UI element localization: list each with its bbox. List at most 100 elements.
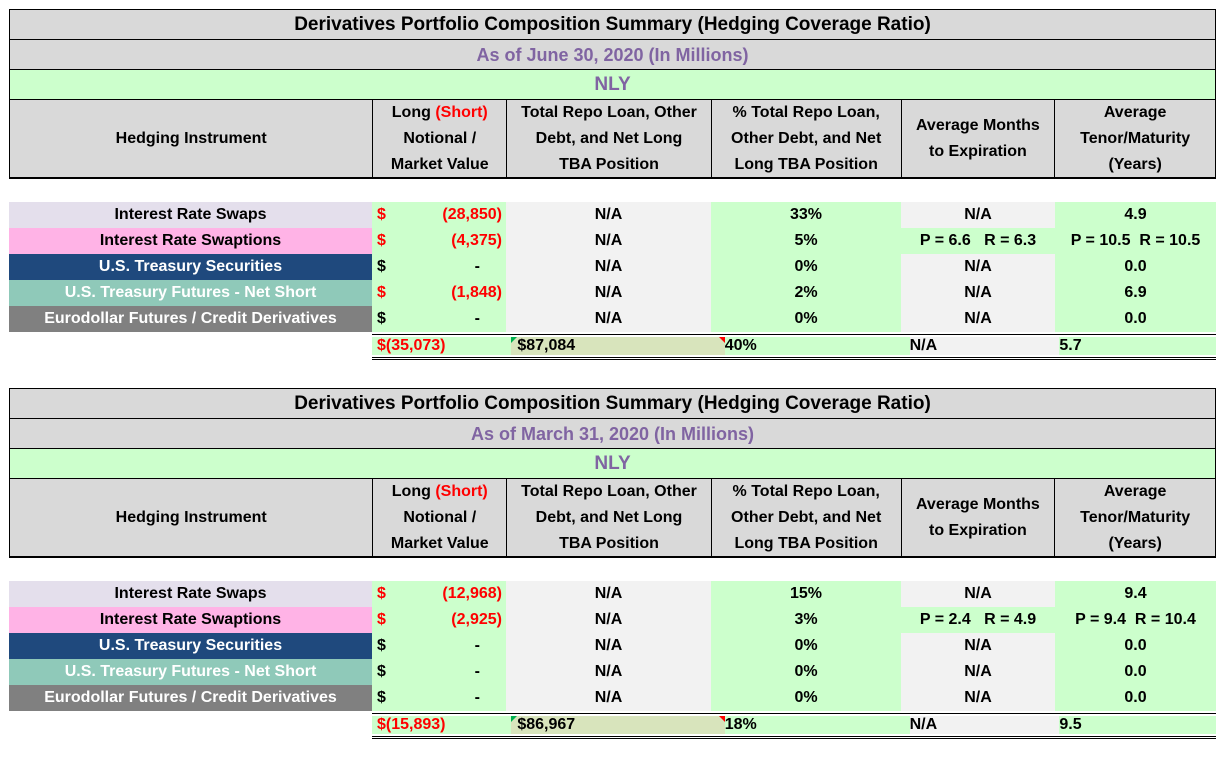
pct-cell: 15% <box>711 581 901 607</box>
total-row: $(35,073) $87,084 40% N/A 5.7 <box>9 334 1216 360</box>
header-short: (Short) <box>435 482 488 500</box>
total-months-cell: N/A <box>909 716 1060 734</box>
notional-cell: $ - <box>372 254 506 280</box>
table-row: U.S. Treasury Futures - Net Short $ (1,84… <box>9 280 1216 306</box>
repo-cell: N/A <box>506 280 711 306</box>
header-total-repo-line1: Total Repo Loan, Other <box>521 103 697 121</box>
pct-cell: 3% <box>711 607 901 633</box>
notional-cell: $ - <box>372 306 506 332</box>
currency-symbol: $ <box>377 585 386 602</box>
table-row: Interest Rate Swaptions $ (4,375) N/A 5% … <box>9 228 1216 254</box>
instrument-name: Interest Rate Swaps <box>9 581 372 607</box>
notional-cell: $ - <box>372 633 506 659</box>
currency-symbol: $ <box>377 284 386 301</box>
header-pct-repo: % Total Repo Loan, Other Debt, and Net L… <box>710 100 901 177</box>
instrument-name: U.S. Treasury Securities <box>9 633 372 659</box>
notional-cell: $ - <box>372 685 506 711</box>
total-repo-value: 87,084 <box>526 337 576 354</box>
header-avg-tenor: Average Tenor/Maturity (Years) <box>1054 100 1215 177</box>
currency-symbol: $ <box>377 258 386 275</box>
instrument-name: Eurodollar Futures / Credit Derivatives <box>9 306 372 332</box>
notional-cell: $ - <box>372 659 506 685</box>
currency-symbol: $ <box>377 310 386 327</box>
header-hedging-instrument: Hedging Instrument <box>115 508 267 526</box>
pct-cell: 0% <box>711 254 901 280</box>
header-notional-label: Notional / <box>403 508 477 526</box>
data-rows: Interest Rate Swaps $ (28,850) N/A 33% N/… <box>9 202 1216 360</box>
pct-cell: 0% <box>711 633 901 659</box>
repo-cell: N/A <box>506 633 711 659</box>
header-avg-tenor-line3: (Years) <box>1108 155 1162 173</box>
repo-cell: N/A <box>506 228 711 254</box>
composition-table-march: Derivatives Portfolio Composition Summar… <box>9 388 1216 739</box>
header-hedging-instrument: Hedging Instrument <box>115 129 267 147</box>
total-tenor-cell: 5.7 <box>1059 337 1216 355</box>
repo-cell: N/A <box>506 607 711 633</box>
table-title: Derivatives Portfolio Composition Summar… <box>9 388 1216 418</box>
pct-cell: 0% <box>711 659 901 685</box>
header-avg-tenor-line1: Average <box>1103 482 1167 500</box>
pct-cell: 0% <box>711 306 901 332</box>
total-notional-value: (15,893) <box>385 716 446 733</box>
header-long: Long <box>391 103 431 121</box>
total-row: $(15,893) $86,967 18% N/A 9.5 <box>9 713 1216 739</box>
notional-value: (4,375) <box>451 232 502 249</box>
header-pct-repo-line2: Other Debt, and Net <box>731 129 882 147</box>
header-avg-tenor: Average Tenor/Maturity (Years) <box>1054 479 1215 556</box>
repo-cell: N/A <box>506 202 711 228</box>
currency-symbol: $ <box>377 206 386 223</box>
header-avg-months: Average Months to Expiration <box>900 479 1055 556</box>
repo-cell: N/A <box>506 254 711 280</box>
header-total-repo-line1: Total Repo Loan, Other <box>521 482 697 500</box>
ticker-label: NLY <box>9 448 1216 478</box>
pct-cell: 5% <box>711 228 901 254</box>
column-header-row: Hedging Instrument Long (Short) Notional… <box>9 478 1216 558</box>
table-row: U.S. Treasury Securities $ - N/A 0% N/A 0… <box>9 633 1216 659</box>
instrument-name: Interest Rate Swaps <box>9 202 372 228</box>
data-rows: Interest Rate Swaps $ (12,968) N/A 15% N/… <box>9 581 1216 739</box>
header-total-repo: Total Repo Loan, Other Debt, and Net Lon… <box>506 100 711 177</box>
instrument-name: U.S. Treasury Securities <box>9 254 372 280</box>
header-notional: Long (Short) Notional / Market Value <box>372 100 506 177</box>
tenor-cell: 0.0 <box>1055 659 1216 685</box>
header-total-repo-line3: TBA Position <box>559 534 659 552</box>
header-total-repo-line2: Debt, and Net Long <box>535 508 683 526</box>
notional-cell: $ (28,850) <box>372 202 506 228</box>
months-cell: N/A <box>901 280 1055 306</box>
notional-value: (2,925) <box>451 611 502 628</box>
notional-value: (12,968) <box>442 585 502 602</box>
header-long: Long <box>391 482 431 500</box>
repo-cell: N/A <box>506 306 711 332</box>
months-cell: N/A <box>901 254 1055 280</box>
header-avg-months-line1: Average Months <box>915 495 1040 513</box>
total-pct-cell: 18% <box>724 716 910 734</box>
currency-symbol: $ <box>377 637 386 654</box>
notional-cell: $ (1,848) <box>372 280 506 306</box>
pct-cell: 33% <box>711 202 901 228</box>
total-notional-cell: $(35,073) <box>372 337 512 355</box>
notional-value: - <box>474 689 480 706</box>
table-title: Derivatives Portfolio Composition Summar… <box>9 9 1216 39</box>
header-market-value: Market Value <box>390 534 489 552</box>
ticker-label: NLY <box>9 69 1216 99</box>
currency-symbol: $ <box>377 663 386 680</box>
notional-value: (1,848) <box>451 284 502 301</box>
header-avg-tenor-line2: Tenor/Maturity <box>1080 508 1191 526</box>
header-avg-months-line2: to Expiration <box>929 142 1027 160</box>
months-cell: P = 6.6 R = 6.3 <box>901 228 1055 254</box>
notional-value: - <box>474 637 480 654</box>
currency-symbol: $ <box>517 337 527 354</box>
header-pct-repo-line1: % Total Repo Loan, <box>732 482 880 500</box>
months-cell: N/A <box>901 659 1055 685</box>
total-notional-cell: $(15,893) <box>372 716 512 734</box>
notional-value: (28,850) <box>442 206 502 223</box>
notional-cell: $ (4,375) <box>372 228 506 254</box>
currency-symbol: $ <box>377 716 386 733</box>
header-total-repo: Total Repo Loan, Other Debt, and Net Lon… <box>506 479 711 556</box>
notional-cell: $ (12,968) <box>372 581 506 607</box>
table-row: Interest Rate Swaps $ (28,850) N/A 33% N/… <box>9 202 1216 228</box>
table-row: Interest Rate Swaps $ (12,968) N/A 15% N/… <box>9 581 1216 607</box>
total-tenor-cell: 9.5 <box>1059 716 1216 734</box>
notional-value: - <box>474 258 480 275</box>
header-pct-repo: % Total Repo Loan, Other Debt, and Net L… <box>710 479 901 556</box>
